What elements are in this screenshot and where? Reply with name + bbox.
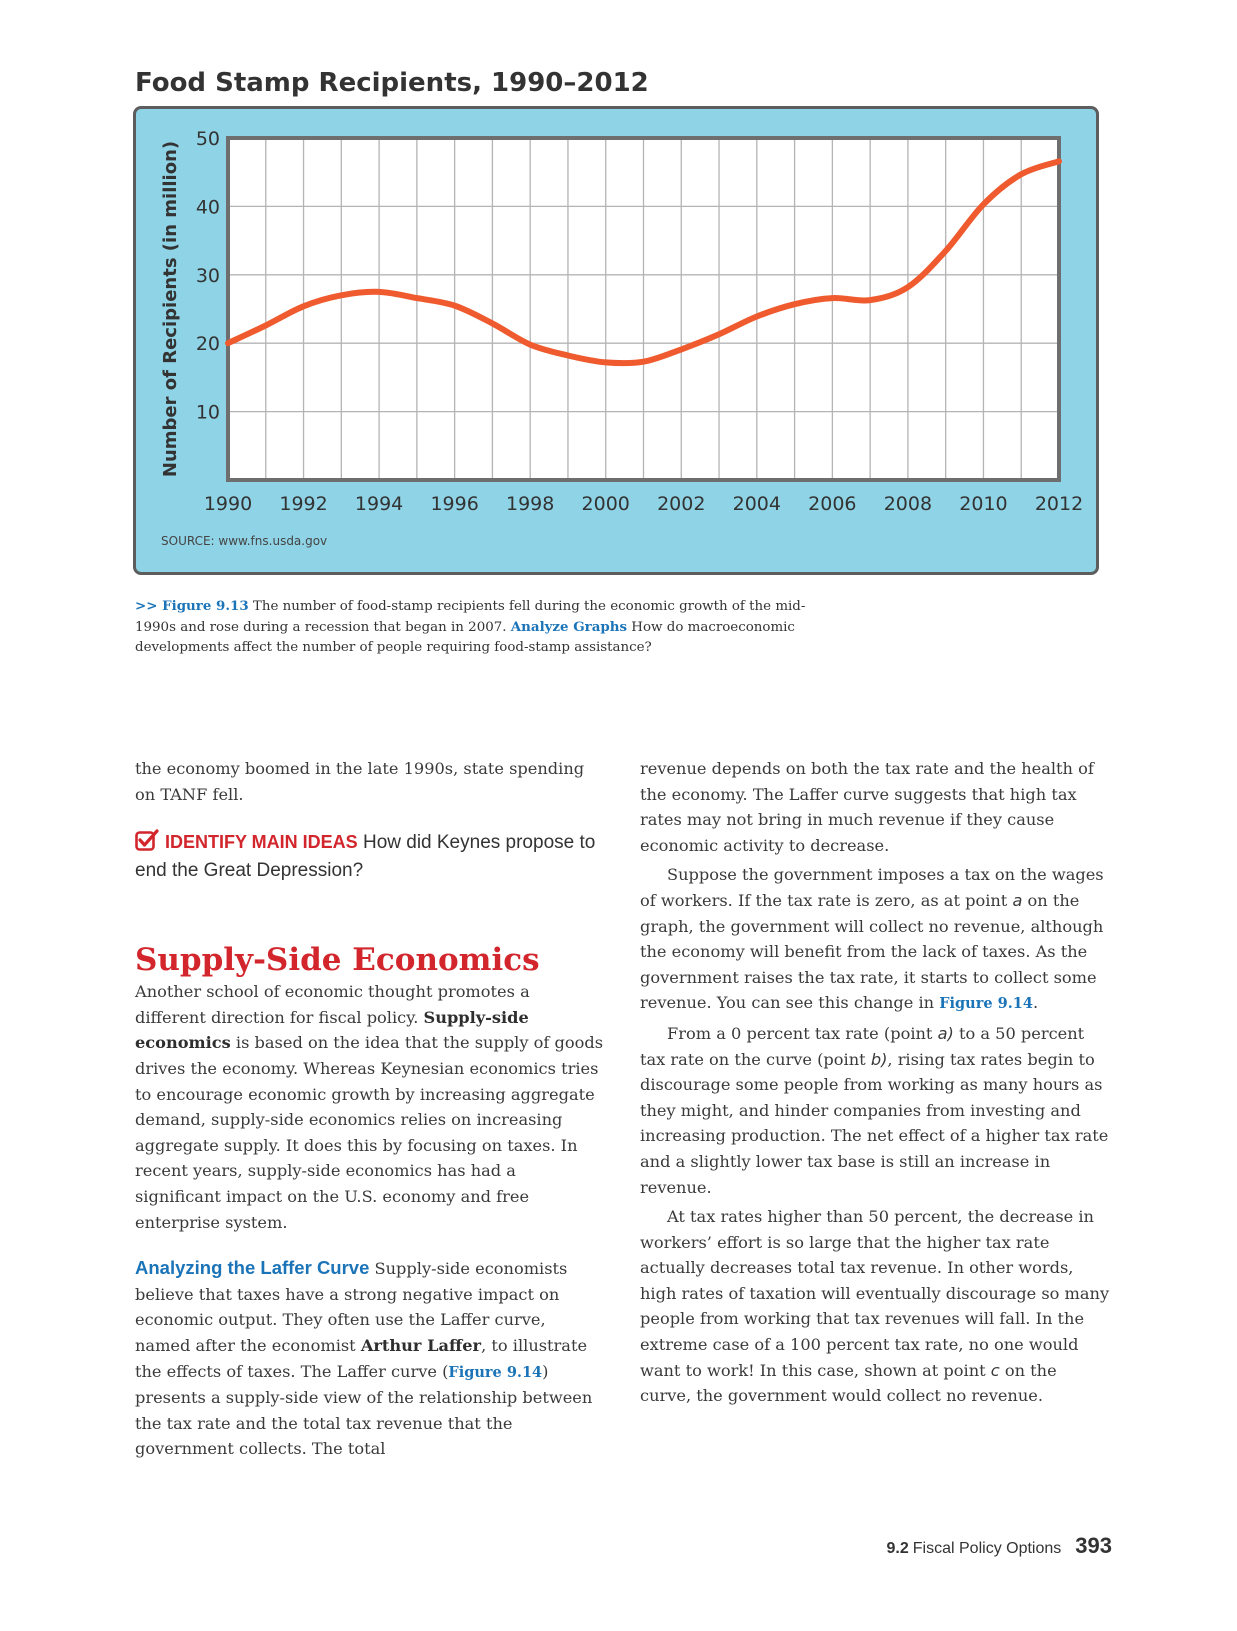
text-run: , to illustrate the effects of taxes. Th… — [135, 1335, 588, 1381]
text-run: Suppose the government imposes a tax on … — [640, 865, 1104, 910]
text-run: . — [1032, 993, 1039, 1013]
y-axis-ticks: 10 20 30 40 50 — [196, 128, 220, 424]
caption-text: The number of food-stamp recipients fell… — [135, 599, 806, 635]
figure-label: >> Figure 9.13 — [135, 598, 249, 614]
key-term: Supply-side economics — [135, 1007, 529, 1053]
text-run: Supply-side economists believe that taxe… — [135, 1259, 568, 1355]
text-run: is based on the idea that the supply of … — [135, 1033, 604, 1232]
page-footer: 9.2 Fiscal Policy Options 393 — [887, 1533, 1112, 1559]
section-title: Fiscal Policy Options — [912, 1540, 1062, 1557]
section-heading: Supply-Side Economics — [135, 942, 540, 979]
text-run: Another school of economic thought promo… — [135, 982, 530, 1027]
paragraph: Another school of economic thought promo… — [135, 979, 605, 1235]
y-axis-label: Number of Recipients (in million) — [160, 141, 181, 477]
key-name: Arthur Laffer — [360, 1335, 482, 1355]
text-run: on the curve, the government would colle… — [640, 1360, 1057, 1406]
paragraph: Analyzing the Laffer Curve Supply-side e… — [135, 1255, 605, 1462]
series-line-recipients — [225, 158, 1062, 367]
x-tick-label: 1998 — [506, 493, 554, 515]
main-idea-question: How did Keynes propose to end the Great … — [135, 832, 596, 882]
x-tick-label: 1992 — [279, 493, 327, 515]
chart-title: Food Stamp Recipients, 1990–2012 — [135, 68, 649, 98]
point-label: b) — [870, 1049, 888, 1069]
x-axis-ticks: 1990 1992 1994 1996 1998 2000 2002 2004 2006 2008… — [204, 493, 1083, 515]
subheading: Analyzing the Laffer Curve — [135, 1257, 370, 1279]
text-run: on the graph, the government will collec… — [640, 890, 1104, 1013]
paragraph: Suppose the government imposes a tax on … — [640, 862, 1112, 1017]
y-tick-label: 30 — [196, 265, 220, 287]
point-label: a — [1012, 890, 1023, 910]
chart-panel: 10 20 30 40 50 1990 1992 1994 1996 1998 2000 2002 2… — [133, 106, 1099, 575]
main-idea-prompt: IDENTIFY MAIN IDEAS How did Keynes propo… — [135, 829, 605, 883]
checkbox-check-icon — [135, 829, 159, 858]
figure-reference-link[interactable]: Figure 9.14 — [939, 995, 1033, 1013]
x-tick-label: 1990 — [204, 493, 252, 515]
y-tick-label: 20 — [196, 333, 220, 355]
chart-source: SOURCE: www.fns.usda.gov — [161, 534, 327, 548]
y-tick-label: 40 — [196, 196, 220, 218]
paragraph: From a 0 percent tax rate (point a) to a… — [640, 1021, 1112, 1200]
x-tick-label: 2012 — [1035, 493, 1083, 515]
section-number: 9.2 — [886, 1540, 909, 1557]
x-tick-label: 2004 — [733, 493, 781, 515]
x-tick-label: 2006 — [808, 493, 856, 515]
text-run: , rising tax rates begin to discourage s… — [640, 1049, 1109, 1197]
figure-caption: >> Figure 9.13 The number of food-stamp … — [135, 596, 815, 658]
x-tick-label: 2010 — [959, 493, 1007, 515]
page-number: 393 — [1075, 1533, 1112, 1558]
x-tick-label: 2002 — [657, 493, 705, 515]
text-run: to a 50 percent tax rate on the curve (p… — [640, 1023, 1085, 1069]
paragraph: the economy boomed in the late 1990s, st… — [135, 759, 585, 804]
x-tick-label: 1994 — [355, 493, 403, 515]
text-run: From a 0 percent tax rate (point — [667, 1023, 938, 1043]
line-chart: 10 20 30 40 50 1990 1992 1994 1996 1998 2000 2002 2… — [160, 128, 1083, 548]
text-run: At tax rates higher than 50 percent, the… — [640, 1207, 1110, 1380]
figure-reference-link[interactable]: Figure 9.14 — [448, 1363, 543, 1381]
text-run: ) presents a supply-side view of the rel… — [135, 1361, 593, 1459]
plot-area — [226, 136, 1061, 482]
y-tick-label: 50 — [196, 128, 220, 150]
x-tick-label: 2008 — [884, 493, 932, 515]
x-tick-label: 1996 — [430, 493, 478, 515]
paragraph: revenue depends on both the tax rate and… — [640, 759, 1094, 855]
left-column: the economy boomed in the late 1990s, st… — [135, 756, 605, 1462]
point-label: a) — [937, 1023, 954, 1043]
chart-grid — [227, 137, 1060, 480]
paragraph: At tax rates higher than 50 percent, the… — [640, 1204, 1112, 1409]
main-idea-label: IDENTIFY MAIN IDEAS — [165, 832, 358, 853]
x-tick-label: 2000 — [582, 493, 630, 515]
point-label: c — [990, 1360, 1000, 1380]
right-column: revenue depends on both the tax rate and… — [640, 756, 1112, 1409]
caption-question: How do macroeconomic developments affect… — [135, 620, 795, 655]
y-tick-label: 10 — [196, 402, 220, 424]
analyze-graphs-label: Analyze Graphs — [510, 619, 628, 635]
